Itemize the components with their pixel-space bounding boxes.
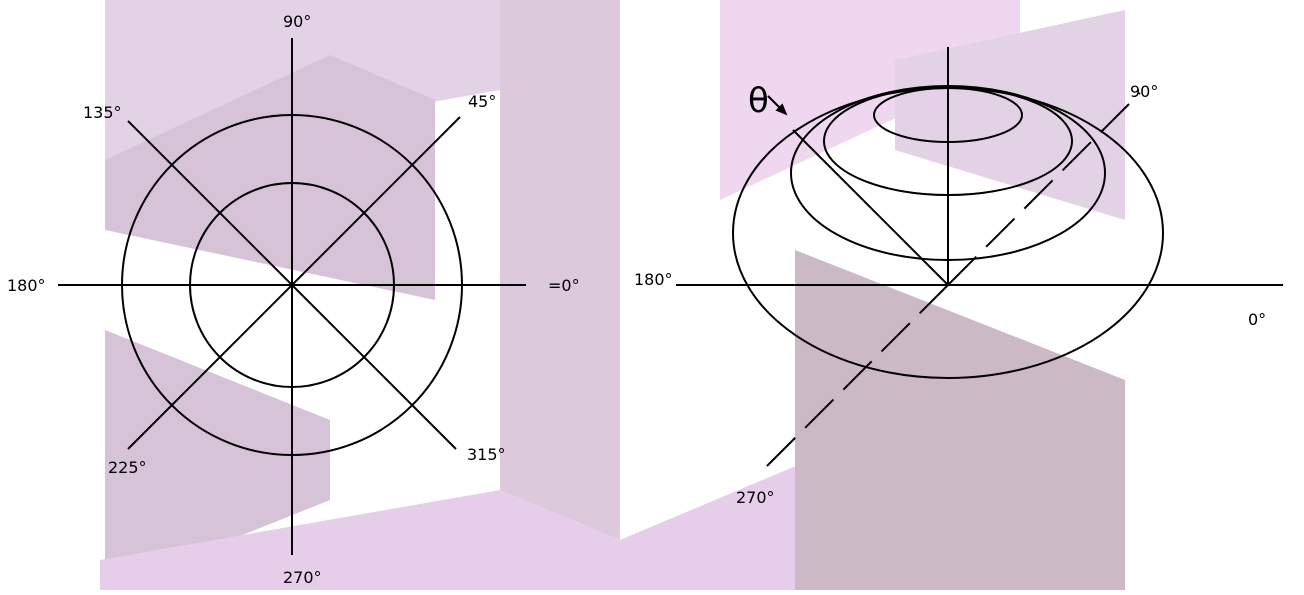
watermark-band-right <box>795 250 1125 590</box>
pattern-label-270: 270° <box>736 488 775 507</box>
radiation-pattern-3d: θ 90° 180° 0° 270° <box>634 47 1283 507</box>
polar-label-0: =0° <box>548 276 580 295</box>
polar-diagonal-225-45 <box>127 116 461 450</box>
polar-label-45: 45° <box>468 92 496 111</box>
polar-plot: 90° 45° 135° 180° =0° 225° 315° 270° <box>7 12 580 587</box>
pattern-label-0: 0° <box>1248 310 1266 329</box>
pattern-axis-270 <box>762 284 949 471</box>
pattern-theta-line <box>792 129 949 286</box>
watermark-pillar-center <box>500 0 620 540</box>
pattern-label-theta: θ <box>748 81 769 121</box>
polar-label-225: 225° <box>108 458 147 477</box>
polar-label-135: 135° <box>83 103 122 122</box>
pattern-label-180: 180° <box>634 270 673 289</box>
watermark-band-upper-right <box>895 10 1125 220</box>
theta-arrow-icon <box>767 95 788 116</box>
pattern-axis-90 <box>947 92 1141 286</box>
polar-label-270: 270° <box>283 568 322 587</box>
polar-label-90: 90° <box>283 12 311 31</box>
pattern-label-90: 90° <box>1130 82 1158 101</box>
polar-label-315: 315° <box>467 445 506 464</box>
polar-label-180: 180° <box>7 276 46 295</box>
watermark-band-mid-left <box>105 55 435 300</box>
